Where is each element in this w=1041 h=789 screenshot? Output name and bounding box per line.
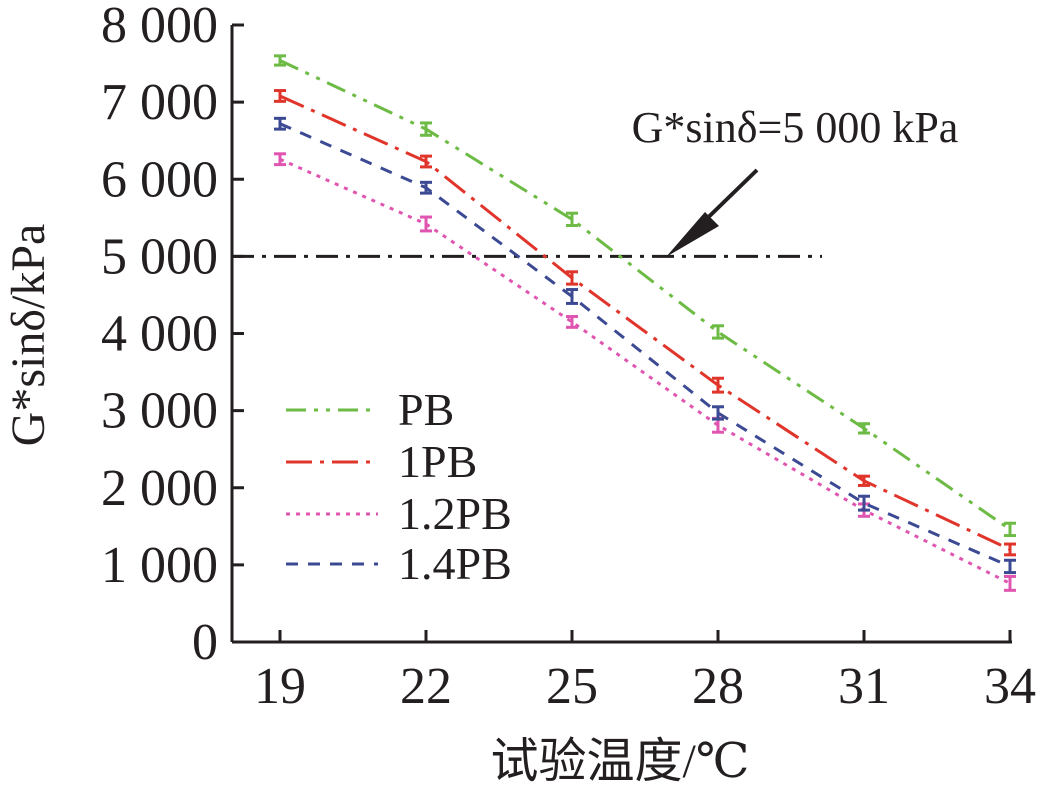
- error-bar: [420, 121, 432, 137]
- error-bar: [566, 315, 578, 329]
- y-tick-label: 4 000: [101, 306, 218, 363]
- series-line: [279, 94, 1011, 551]
- series-1.2PB: [274, 152, 1016, 592]
- error-bar: [1004, 542, 1016, 557]
- y-tick-label: 1 000: [101, 537, 218, 594]
- x-tick-label: 31: [838, 658, 890, 715]
- series-group: [274, 54, 1016, 592]
- error-bar: [1004, 574, 1016, 592]
- series-1.4PB: [274, 116, 1016, 575]
- error-bar: [420, 180, 432, 195]
- error-bar: [858, 474, 870, 487]
- x-tick-label: 22: [400, 658, 452, 715]
- error-bar: [566, 288, 578, 305]
- error-bar: [566, 270, 578, 286]
- y-tick-label: 6 000: [101, 151, 218, 208]
- y-tick-label: 8 000: [101, 0, 218, 54]
- error-bar: [274, 152, 286, 167]
- legend-item: 1PB: [286, 436, 477, 487]
- legend-label: 1.4PB: [398, 538, 512, 589]
- x-ticks: 19 22 25 28 31 34: [254, 630, 1036, 715]
- error-bar: [858, 422, 870, 435]
- error-bar: [712, 324, 724, 340]
- error-bar: [712, 376, 724, 394]
- y-ticks: 0 1 000 2 000 3 000 4 000 5 000 6 000 7 000 8 00…: [101, 0, 244, 671]
- error-bar: [274, 116, 286, 131]
- x-tick-label: 34: [984, 658, 1036, 715]
- error-bar: [858, 494, 870, 512]
- error-bar: [274, 54, 286, 67]
- reference-line-group: G*sinδ=5 000 kPa: [232, 103, 959, 258]
- x-axis-title: 试验温度/℃: [490, 735, 749, 788]
- series-1PB: [274, 89, 1016, 557]
- legend-item: 1.2PB: [286, 488, 512, 539]
- series-line: [279, 59, 1011, 531]
- legend-item: 1.4PB: [286, 538, 512, 589]
- error-bar: [420, 154, 432, 169]
- x-tick-label: 19: [254, 658, 306, 715]
- error-bar: [420, 215, 432, 233]
- y-tick-label: 7 000: [101, 74, 218, 131]
- series-PB: [274, 54, 1016, 538]
- legend-label: 1PB: [398, 436, 477, 487]
- reference-annotation-label: G*sinδ=5 000 kPa: [632, 103, 959, 152]
- y-tick-label: 3 000: [101, 383, 218, 440]
- error-bar: [274, 89, 286, 103]
- y-tick-label: 0: [192, 614, 218, 671]
- annotation-arrowhead: [666, 212, 719, 257]
- error-bar: [566, 211, 578, 228]
- plot-area: 0 1 000 2 000 3 000 4 000 5 000 6 000 7 000 8 00…: [101, 0, 1036, 715]
- y-axis-title: G*sinδ/kPa: [2, 224, 55, 447]
- legend-label: PB: [398, 384, 454, 435]
- y-tick-label: 2 000: [101, 460, 218, 517]
- x-tick-label: 25: [546, 658, 598, 715]
- legend-label: 1.2PB: [398, 488, 512, 539]
- series-line: [279, 157, 1011, 585]
- legend-item: PB: [286, 384, 454, 435]
- y-tick-label: 5 000: [101, 228, 218, 285]
- error-bar: [712, 405, 724, 421]
- error-bar: [1004, 521, 1016, 538]
- x-tick-label: 28: [692, 658, 744, 715]
- error-bar: [1004, 558, 1016, 575]
- series-line: [279, 122, 1011, 568]
